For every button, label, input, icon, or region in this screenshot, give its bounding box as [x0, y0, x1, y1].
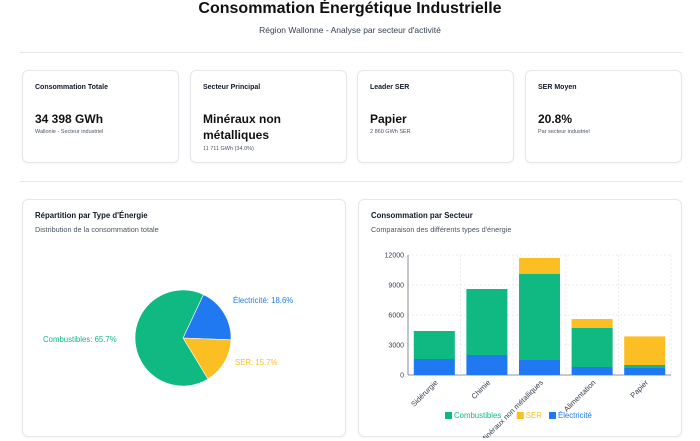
legend-swatch-electricite: [549, 412, 556, 419]
legend-swatch-combustibles: [445, 412, 452, 419]
pie-chart-panel: Répartition par Type d'Énergie Distribut…: [22, 199, 346, 437]
bar-papier-electricite: [624, 368, 666, 375]
kpi-card-ser-average: SER Moyen 20.8% Par secteur industriel: [525, 70, 682, 163]
bar-chart-panel: Consommation par Secteur Comparaison des…: [358, 199, 682, 438]
pie-label-electricite: Électricité: 18.6%: [233, 296, 293, 305]
pie-chart: Combustibles: 65.7% Électricité: 18.6% SER…: [43, 289, 293, 387]
divider-top: [20, 52, 682, 53]
bar-papier-combustibles: [624, 365, 666, 368]
bar-chart-subtitle: Comparaison des différents types d'énerg…: [371, 225, 512, 234]
x-tick-label: Chimie: [469, 378, 492, 401]
x-tick-label: Alimentation: [562, 378, 598, 414]
pie-chart-subtitle: Distribution de la consommation totale: [35, 225, 159, 234]
kpi-subtext: Wallonie - Secteur industriel: [35, 129, 104, 135]
kpi-subtext: 11 711 GWh (34.0%): [203, 146, 254, 152]
kpi-label: Leader SER: [370, 84, 410, 91]
kpi-value: Papier: [370, 112, 407, 126]
pie-slice-combustibles: [134, 289, 209, 387]
y-tick-label: 12000: [385, 253, 405, 260]
bar-mineraux-non-metalliques-electricite: [518, 360, 561, 375]
bar-alimentation-ser: [571, 319, 613, 328]
kpi-label: SER Moyen: [538, 84, 577, 91]
legend-label-combustibles: Combustibles: [454, 411, 501, 420]
pie-slice-ser: [182, 337, 232, 380]
kpi-card-ser-leader: Leader SER Papier 2 860 GWh SER: [357, 70, 514, 163]
kpi-card-total-consumption: Consommation Totale 34 398 GWh Wallonie …: [22, 70, 179, 163]
kpi-label: Consommation Totale: [35, 84, 108, 91]
bar-papier-ser: [624, 336, 666, 365]
divider-middle: [20, 181, 682, 182]
pie-slice-electricite: [182, 294, 232, 341]
bar-mineraux-non-metalliques-combustibles: [518, 274, 561, 360]
y-tick-label: 3000: [388, 343, 404, 350]
kpi-subtext: 2 860 GWh SER: [370, 129, 411, 135]
legend-swatch-ser: [516, 412, 524, 419]
legend-label-electricite: Électricité: [558, 411, 592, 420]
bar-chimie-electricite: [466, 355, 508, 375]
y-tick-label: 9000: [388, 283, 404, 290]
bar-chimie-combustibles: [466, 289, 508, 355]
legend-label-ser: SER: [526, 411, 542, 420]
pie-chart-title: Répartition par Type d'Énergie: [35, 211, 148, 220]
kpi-subtext: Par secteur industriel: [538, 129, 590, 135]
kpi-value: Minéraux non métalliques: [203, 112, 282, 142]
x-tick-label: Papier: [628, 378, 650, 400]
bar-siderurgie-combustibles: [413, 331, 455, 359]
page-title: Consommation Énergétique Industrielle: [198, 0, 502, 17]
kpi-label: Secteur Principal: [203, 84, 261, 91]
kpi-value: 34 398 GWh: [35, 112, 104, 126]
bar-mineraux-non-metalliques-ser: [518, 258, 561, 274]
pie-label-combustibles: Combustibles: 65.7%: [43, 335, 117, 344]
pie-label-ser: SER: 15.7%: [235, 358, 278, 367]
y-tick-label: 0: [400, 373, 404, 380]
bar-alimentation-combustibles: [571, 328, 613, 367]
kpi-card-main-sector: Secteur Principal Minéraux non métalliqu…: [190, 70, 347, 163]
kpi-value: 20.8%: [538, 112, 573, 126]
bar-alimentation-electricite: [571, 367, 613, 375]
bar-chart-title: Consommation par Secteur: [371, 211, 473, 220]
page-subtitle: Région Wallonne - Analyse par secteur d'…: [259, 25, 441, 35]
x-tick-label: Sidérurgie: [409, 378, 440, 409]
bar-siderurgie-electricite: [413, 359, 455, 375]
y-tick-label: 6000: [388, 313, 404, 320]
